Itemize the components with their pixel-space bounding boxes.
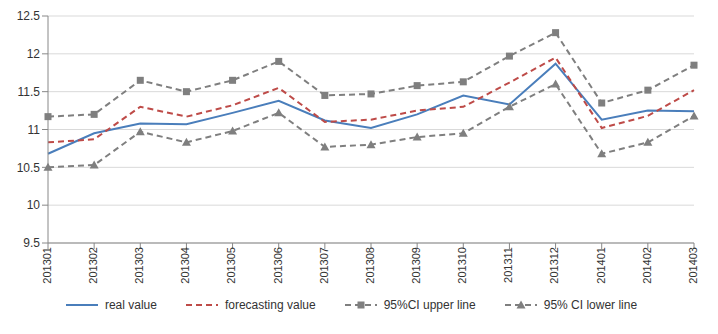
svg-text:201306: 201306 [272, 247, 284, 284]
svg-text:9.5: 9.5 [23, 236, 40, 250]
svg-text:10.5: 10.5 [17, 161, 41, 175]
svg-text:201301: 201301 [41, 247, 53, 284]
svg-text:11.5: 11.5 [18, 85, 41, 99]
svg-text:10: 10 [27, 198, 41, 212]
svg-text:201401: 201401 [595, 247, 607, 284]
svg-text:201302: 201302 [87, 247, 99, 284]
html-text:95%CI upper line: 95%CI upper line [383, 298, 476, 312]
svg-text:201310: 201310 [456, 247, 468, 284]
html-text:real value: real value [104, 298, 157, 312]
svg-text:201304: 201304 [179, 247, 191, 284]
svg-text:201312: 201312 [548, 247, 560, 284]
html-text:forecasting value: forecasting value [224, 298, 316, 312]
svg-text:201303: 201303 [133, 247, 145, 284]
svg-text:201307: 201307 [318, 247, 330, 284]
html-text:95% CI lower line: 95% CI lower line [543, 298, 638, 312]
svg-text:201309: 201309 [410, 247, 422, 284]
svg-text:201308: 201308 [364, 247, 376, 284]
svg-text:201402: 201402 [641, 247, 653, 284]
svg-text:201305: 201305 [225, 247, 237, 284]
svg-text:12: 12 [27, 47, 41, 61]
svg-text:201403: 201403 [687, 247, 699, 284]
svg-text:12.5: 12.5 [17, 9, 41, 23]
svg-text:11: 11 [28, 123, 41, 137]
svg-text:201311: 201311 [502, 247, 514, 283]
